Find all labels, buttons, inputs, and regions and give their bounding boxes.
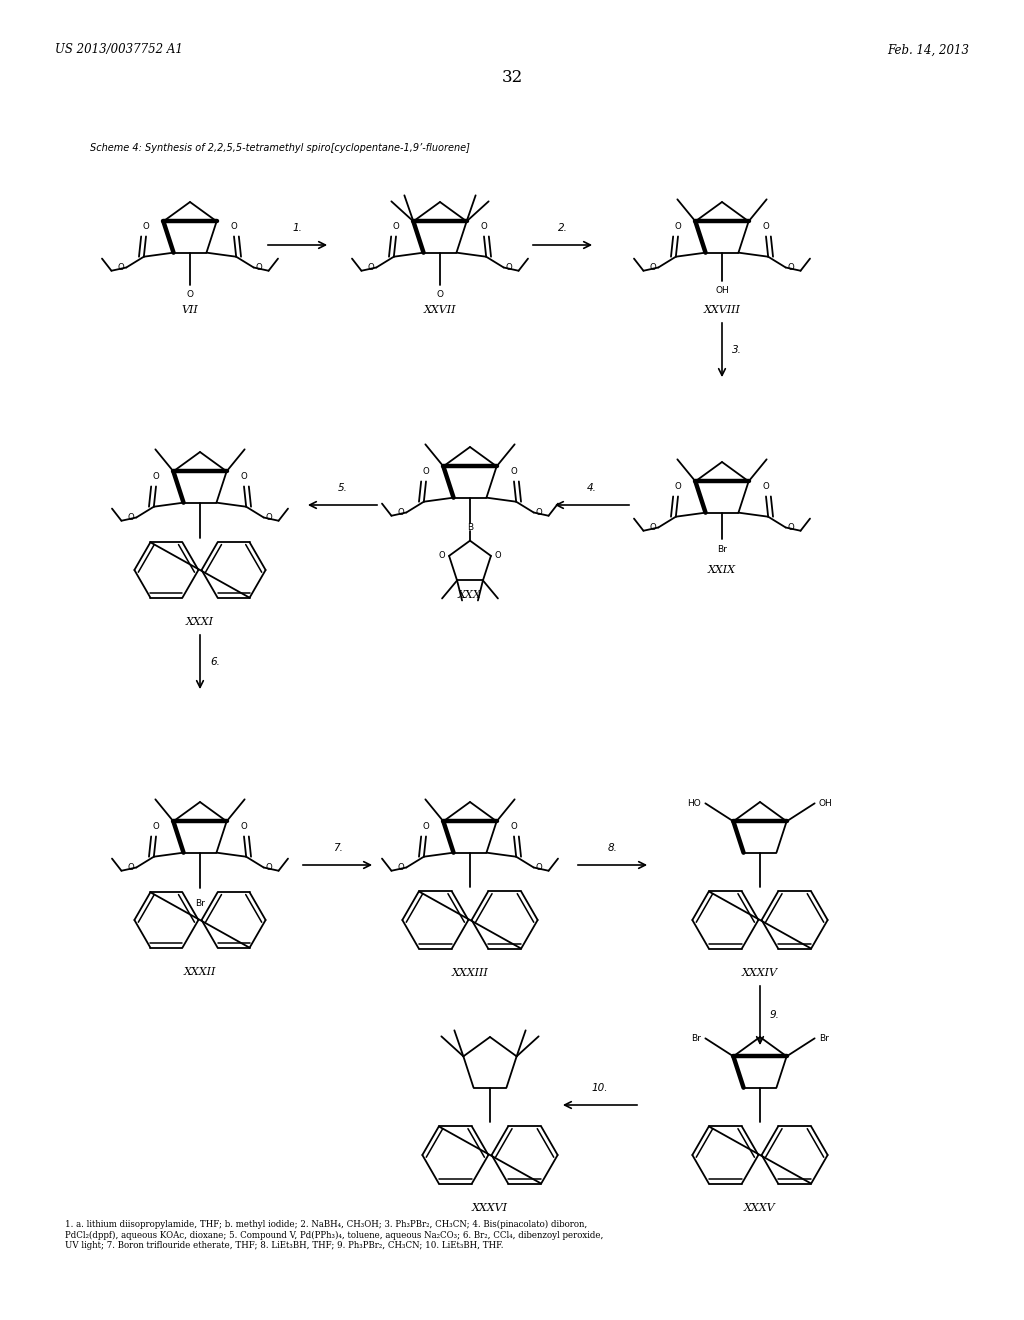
- Text: 6.: 6.: [210, 657, 220, 667]
- Text: O: O: [142, 222, 150, 231]
- Text: O: O: [536, 508, 543, 517]
- Text: O: O: [241, 822, 248, 832]
- Text: O: O: [127, 863, 134, 873]
- Text: O: O: [511, 467, 517, 477]
- Text: O: O: [266, 863, 272, 873]
- Text: O: O: [397, 508, 404, 517]
- Text: O: O: [423, 467, 429, 477]
- Text: OH: OH: [715, 286, 729, 296]
- Text: O: O: [436, 290, 443, 300]
- Text: Br: Br: [691, 1034, 701, 1043]
- Text: O: O: [438, 552, 445, 561]
- Text: O: O: [230, 222, 238, 231]
- Text: O: O: [423, 822, 429, 832]
- Text: 7.: 7.: [333, 843, 342, 853]
- Text: XXIX: XXIX: [708, 565, 736, 576]
- Text: XXXI: XXXI: [186, 616, 214, 627]
- Text: Br: Br: [717, 545, 727, 554]
- Text: Feb. 14, 2013: Feb. 14, 2013: [887, 44, 969, 57]
- Text: 1.: 1.: [293, 223, 302, 234]
- Text: 4.: 4.: [587, 483, 597, 492]
- Text: O: O: [266, 513, 272, 521]
- Text: 10.: 10.: [592, 1082, 608, 1093]
- Text: XXXV: XXXV: [744, 1203, 776, 1213]
- Text: O: O: [241, 473, 248, 480]
- Text: HO: HO: [688, 799, 701, 808]
- Text: XXX: XXX: [458, 590, 482, 601]
- Text: O: O: [787, 263, 795, 272]
- Text: O: O: [186, 290, 194, 300]
- Text: O: O: [675, 222, 681, 231]
- Text: VII: VII: [181, 305, 199, 315]
- Text: 9.: 9.: [770, 1011, 780, 1020]
- Text: O: O: [506, 263, 513, 272]
- Text: O: O: [118, 263, 124, 272]
- Text: 1. a. lithium diisopropylamide, THF; b. methyl iodide; 2. NaBH₄, CH₃OH; 3. Ph₃PB: 1. a. lithium diisopropylamide, THF; b. …: [65, 1220, 603, 1250]
- Text: US 2013/0037752 A1: US 2013/0037752 A1: [55, 44, 183, 57]
- Text: O: O: [649, 523, 656, 532]
- Text: XXVII: XXVII: [424, 305, 457, 315]
- Text: 8.: 8.: [607, 843, 617, 853]
- Text: O: O: [649, 263, 656, 272]
- Text: XXXIV: XXXIV: [742, 968, 778, 978]
- Text: Br: Br: [195, 899, 205, 908]
- Text: O: O: [153, 473, 160, 480]
- Text: XXXIII: XXXIII: [452, 968, 488, 978]
- Text: XXXVI: XXXVI: [472, 1203, 508, 1213]
- Text: O: O: [480, 222, 487, 231]
- Text: 32: 32: [502, 70, 522, 87]
- Text: B: B: [467, 523, 473, 532]
- Text: O: O: [127, 513, 134, 521]
- Text: O: O: [763, 222, 769, 231]
- Text: O: O: [397, 863, 404, 873]
- Text: O: O: [256, 263, 262, 272]
- Text: O: O: [511, 822, 517, 832]
- Text: Br: Br: [818, 1034, 828, 1043]
- Text: O: O: [153, 822, 160, 832]
- Text: 3.: 3.: [732, 345, 741, 355]
- Text: O: O: [763, 482, 769, 491]
- Text: O: O: [368, 263, 374, 272]
- Text: O: O: [787, 523, 795, 532]
- Text: O: O: [675, 482, 681, 491]
- Text: Scheme 4: Synthesis of 2,2,5,5-tetramethyl spiro[cyclopentane-1,9’-fluorene]: Scheme 4: Synthesis of 2,2,5,5-tetrameth…: [90, 143, 470, 153]
- Text: XXVIII: XXVIII: [703, 305, 740, 315]
- Text: O: O: [392, 222, 399, 231]
- Text: XXXII: XXXII: [184, 968, 216, 977]
- Text: O: O: [495, 552, 502, 561]
- Text: 2.: 2.: [557, 223, 567, 234]
- Text: OH: OH: [818, 799, 833, 808]
- Text: 5.: 5.: [338, 483, 347, 492]
- Text: O: O: [536, 863, 543, 873]
